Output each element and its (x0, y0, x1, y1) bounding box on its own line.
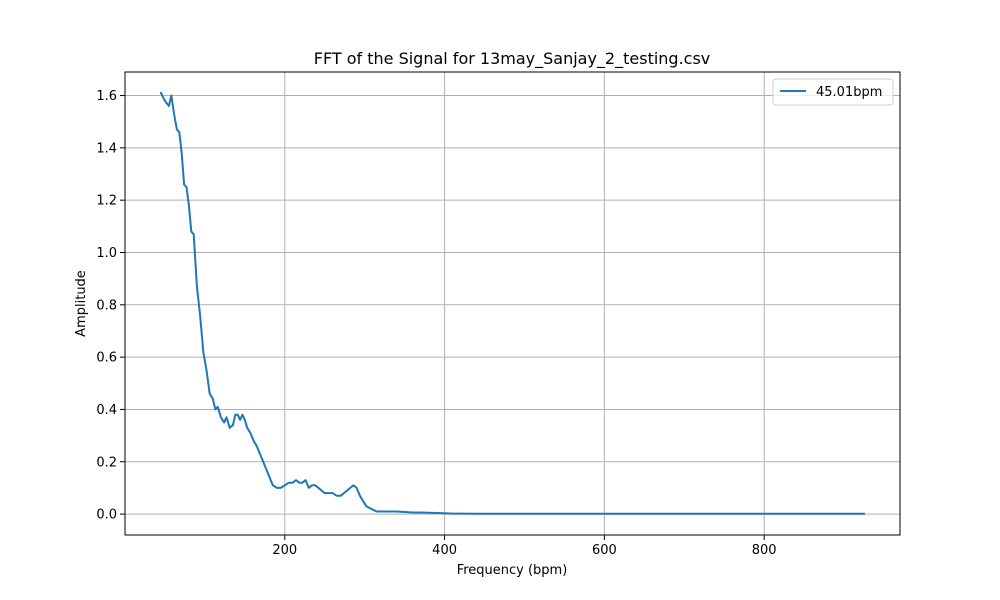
y-tick-label: 1.4 (96, 141, 117, 156)
series-line-0 (159, 91, 865, 515)
x-axis-label: Frequency (bpm) (457, 563, 568, 578)
series-layer (159, 91, 865, 515)
grid-lines (125, 72, 900, 535)
y-tick-label: 0.4 (96, 403, 117, 418)
y-tick-label: 1.0 (96, 246, 117, 261)
legend-label: 45.01bpm (816, 85, 882, 100)
y-tick-label: 0.0 (96, 508, 117, 523)
y-tick-label: 1.2 (96, 194, 117, 209)
x-tick-label: 200 (272, 543, 297, 558)
y-tick-label: 0.2 (96, 455, 117, 470)
y-axis-ticks: 0.0 0.2 0.4 0.6 0.8 1.0 1.2 1.4 1.6 (96, 89, 125, 523)
chart-title: FFT of the Signal for 13may_Sanjay_2_tes… (314, 49, 711, 69)
y-tick-label: 0.6 (96, 351, 117, 366)
y-tick-label: 1.6 (96, 89, 117, 104)
x-axis-ticks: 200 400 600 800 (272, 535, 777, 558)
legend: 45.01bpm (772, 78, 894, 106)
x-tick-label: 400 (432, 543, 457, 558)
plot-frame (124, 71, 901, 536)
y-tick-label: 0.8 (96, 298, 117, 313)
x-tick-label: 800 (752, 543, 777, 558)
y-axis-label: Amplitude (74, 270, 89, 337)
legend-box (772, 78, 894, 106)
x-tick-label: 600 (592, 543, 617, 558)
